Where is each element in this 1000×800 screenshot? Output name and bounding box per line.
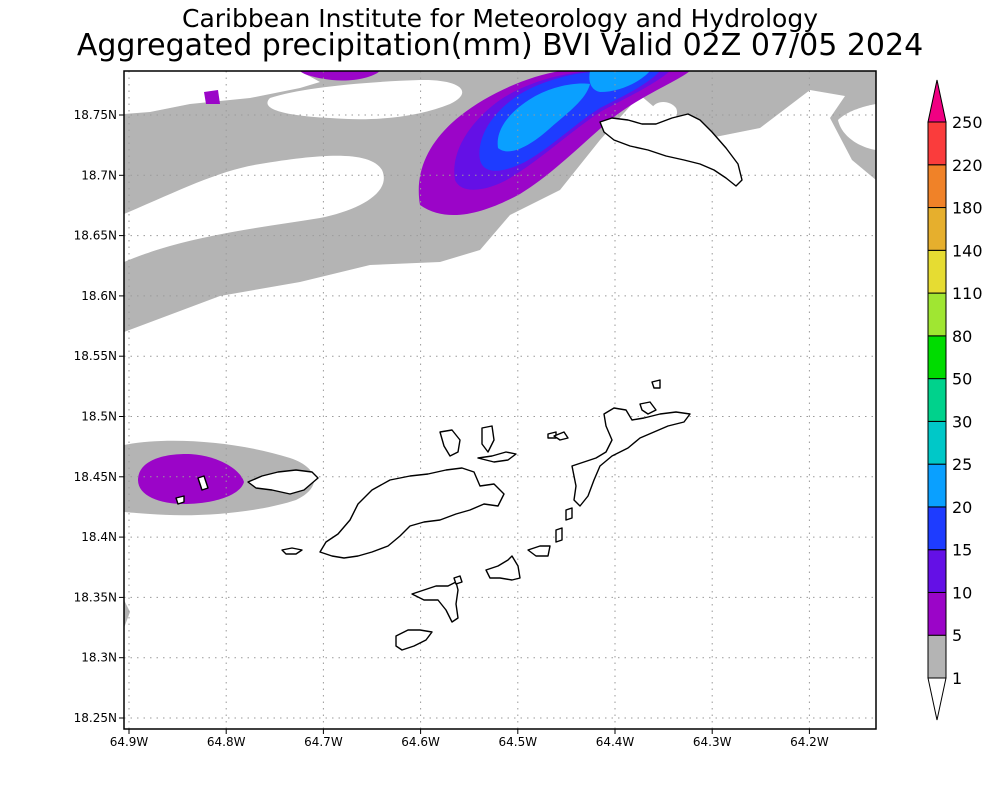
lon-tick-label: 64.5W — [499, 735, 538, 749]
map-title-product: Aggregated precipitation(mm) BVI Valid 0… — [76, 28, 924, 63]
island-virgin-gorda — [571, 407, 691, 507]
lat-tick-label: 18.5N — [81, 410, 117, 424]
colorbar-label: 30 — [952, 412, 972, 431]
precip-gap-north-center — [267, 79, 463, 120]
lat-tick-label: 18.4N — [81, 530, 117, 544]
lat-tick-label: 18.55N — [74, 349, 117, 363]
colorbar-segment — [927, 335, 947, 380]
island-ginger — [565, 507, 573, 521]
lon-tick-label: 64.7W — [304, 735, 343, 749]
island-dead-chest — [453, 575, 463, 585]
colorbar-segment — [927, 506, 947, 551]
island-beef-islet — [553, 431, 569, 441]
island-norman-west — [395, 629, 433, 651]
latitude-axis: 18.75N 18.7N 18.65N 18.6N 18.55N 18.5N 18.45N 1… — [74, 108, 124, 725]
precip-purple-southwest-cell — [138, 454, 244, 504]
precipitation-layer — [124, 71, 876, 628]
lon-tick-label: 64.6W — [401, 735, 440, 749]
precip-gray-west-edge — [124, 600, 130, 628]
colorbar-segment — [927, 463, 947, 508]
lat-tick-label: 18.25N — [74, 711, 117, 725]
lat-tick-label: 18.3N — [81, 651, 117, 665]
lat-tick-label: 18.65N — [74, 229, 117, 243]
colorbar-label: 50 — [952, 370, 972, 389]
island-cooper — [555, 527, 563, 543]
precip-purple-small-blob — [204, 90, 220, 104]
lat-tick-label: 18.75N — [74, 108, 117, 122]
island-norman — [485, 555, 521, 581]
lon-tick-label: 64.2W — [790, 735, 829, 749]
colorbar-label: 25 — [952, 455, 972, 474]
colorbar-segment — [927, 164, 947, 209]
colorbar-segment — [927, 121, 947, 166]
colorbar-label: 20 — [952, 498, 972, 517]
lat-tick-label: 18.6N — [81, 289, 117, 303]
island-tortola — [319, 467, 505, 559]
island-little-jost — [281, 547, 303, 555]
island-scrub — [477, 451, 517, 463]
lon-tick-label: 64.9W — [110, 735, 149, 749]
lat-tick-label: 18.35N — [74, 590, 117, 604]
lon-tick-label: 64.8W — [207, 735, 246, 749]
colorbar-segment — [927, 249, 947, 294]
lat-tick-label: 18.7N — [81, 168, 117, 182]
precip-gap-north-west — [124, 71, 320, 114]
precip-gap-far-east — [838, 104, 876, 150]
colorbar-label: 140 — [952, 241, 983, 260]
colorbar-segment — [927, 420, 947, 465]
colorbar-label: 220 — [952, 156, 983, 175]
colorbar-segment-above-max — [927, 79, 947, 123]
island-jost-van-dyke — [247, 469, 319, 495]
colorbar-label: 110 — [952, 284, 983, 303]
island-necker — [651, 379, 661, 389]
precip-gap-mid-west — [124, 155, 384, 262]
lon-tick-label: 64.3W — [693, 735, 732, 749]
colorbar-label: 80 — [952, 327, 972, 346]
colorbar-segment — [927, 634, 947, 679]
colorbar-label: 180 — [952, 199, 983, 218]
colorbar-segment — [927, 591, 947, 636]
colorbar-label: 250 — [952, 113, 983, 132]
precip-sky-north-core — [497, 83, 590, 152]
colorbar-label: 15 — [952, 541, 972, 560]
colorbar-label: 1 — [952, 669, 962, 688]
island-peter — [411, 581, 459, 623]
island-landmasses — [175, 113, 743, 651]
precip-sky-north-top — [589, 71, 650, 92]
colorbar-segment — [927, 207, 947, 251]
colorbar-segment-below-min — [927, 677, 947, 721]
lat-tick-label: 18.45N — [74, 470, 117, 484]
colorbar-label: 5 — [952, 626, 962, 645]
island-salt — [527, 545, 551, 557]
colorbar-label: 10 — [952, 583, 972, 602]
island-great-camanoe — [481, 425, 495, 453]
map-title-institute: Caribbean Institute for Meteorology and … — [182, 4, 818, 33]
lon-tick-label: 64.4W — [596, 735, 635, 749]
precip-purple-north-top — [300, 71, 380, 81]
colorbar-segment — [927, 549, 947, 593]
colorbar-segment — [927, 292, 947, 337]
plot-frame — [123, 70, 877, 730]
colorbar-segment — [927, 378, 947, 422]
longitude-axis: 64.9W 64.8W 64.7W 64.6W 64.5W 64.4W 64.3W 64.2W — [110, 729, 829, 749]
island-guana — [439, 429, 461, 457]
island-anegada — [599, 113, 743, 187]
island-prickly-pear — [639, 401, 657, 415]
island-west-cay — [175, 495, 185, 505]
island-west-cell-islet — [197, 475, 209, 491]
